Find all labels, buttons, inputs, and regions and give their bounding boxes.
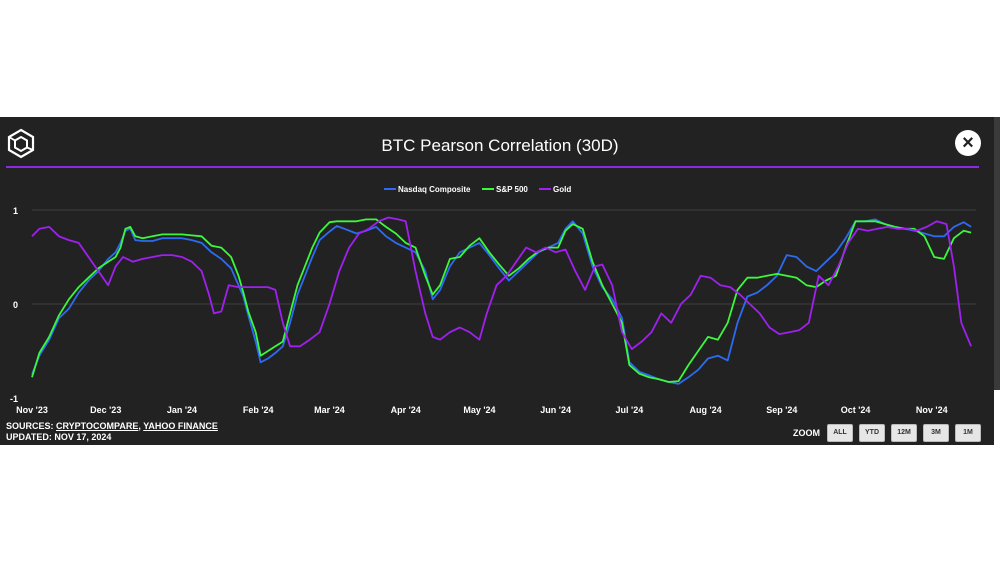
x-tick-label: Jun '24 [540, 405, 571, 415]
y-axis-ticks: 1 0 -1 [10, 206, 18, 404]
title-divider [6, 166, 979, 168]
zoom-1m-button[interactable]: 1M [955, 424, 981, 442]
x-tick-label: Nov '23 [16, 405, 48, 415]
grid-lines [32, 209, 976, 305]
chart-panel [0, 117, 994, 445]
series-line-2 [31, 216, 972, 350]
y-tick-label: 1 [13, 206, 18, 216]
chart-title: BTC Pearson Correlation (30D) [381, 136, 619, 155]
close-button[interactable]: × [955, 130, 981, 156]
panel-scroll-strip [994, 117, 1000, 390]
sources-prefix: SOURCES: [6, 421, 57, 431]
x-tick-label: Aug '24 [690, 405, 722, 415]
updated-date: UPDATED: NOV 17, 2024 [6, 432, 112, 442]
series-line-1 [31, 218, 972, 383]
legend-label-1[interactable]: S&P 500 [496, 185, 528, 194]
x-tick-label: Jan '24 [167, 405, 197, 415]
x-tick-label: Dec '23 [90, 405, 121, 415]
zoom-controls: ZOOM ALL YTD 12M 3M 1M [793, 423, 987, 443]
x-tick-label: Nov '24 [916, 405, 948, 415]
source-link-cryptocompare[interactable]: CRYPTOCOMPARE [56, 421, 139, 431]
x-tick-label: Mar '24 [314, 405, 345, 415]
x-tick-label: May '24 [463, 405, 495, 415]
x-tick-label: Apr '24 [391, 405, 421, 415]
zoom-ytd-button[interactable]: YTD [859, 424, 885, 442]
x-tick-label: Feb '24 [243, 405, 274, 415]
x-axis-ticks: Nov '23 Dec '23 Jan '24 Feb '24 Mar '24 Apr '… [16, 405, 947, 415]
y-tick-label: -1 [10, 394, 18, 404]
zoom-3m-button[interactable]: 3M [923, 424, 949, 442]
logo-icon [7, 128, 35, 159]
zoom-label: ZOOM [793, 428, 820, 438]
x-tick-label: Jul '24 [616, 405, 644, 415]
source-separator: , [138, 421, 144, 431]
series-lines [31, 216, 972, 385]
x-tick-label: Oct '24 [841, 405, 871, 415]
correlation-chart: 1 0 -1 Nov '23 Dec '23 Jan '24 Feb '24 Mar '24… [10, 185, 976, 415]
source-link-yahoo-finance[interactable]: YAHOO FINANCE [143, 421, 218, 431]
zoom-all-button[interactable]: ALL [827, 424, 853, 442]
legend-label-2[interactable]: Gold [553, 185, 571, 194]
x-tick-label: Sep '24 [766, 405, 797, 415]
legend[interactable]: Nasdaq Composite S&P 500 Gold [384, 185, 571, 194]
legend-label-0[interactable]: Nasdaq Composite [398, 185, 471, 194]
sources-note: SOURCES: CRYPTOCOMPARE, YAHOO FINANCE UP… [6, 421, 218, 443]
series-line-0 [31, 218, 972, 385]
y-tick-label: 0 [13, 300, 18, 310]
zoom-12m-button[interactable]: 12M [891, 424, 917, 442]
